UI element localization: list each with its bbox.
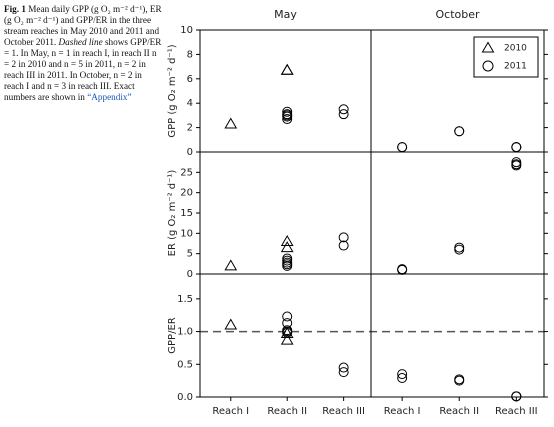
circle-marker — [282, 114, 293, 125]
circle-marker — [397, 142, 408, 153]
circle-marker — [454, 244, 465, 255]
column-title: May — [274, 8, 297, 21]
y-tick-label: 10 — [180, 25, 193, 36]
y-tick-label: 0 — [187, 147, 193, 158]
circle-marker — [397, 373, 408, 384]
y-axis-label: ER (g O₂ m⁻² d⁻¹) — [167, 170, 178, 257]
y-tick-label: 4 — [187, 98, 193, 109]
y-tick-label: 1.0 — [177, 327, 193, 338]
circle-marker — [282, 260, 293, 271]
circle-marker — [282, 106, 293, 117]
y-tick-label: 5 — [187, 249, 193, 260]
caption-label: Fig. 1 — [4, 4, 26, 14]
y-tick-label: 0.0 — [177, 392, 193, 403]
frame — [199, 29, 545, 398]
triangle-marker — [280, 63, 294, 75]
x-tick-label: Reach II — [439, 406, 479, 417]
y-tick-label: 0.5 — [177, 359, 193, 370]
x-tick-label: Reach III — [495, 406, 538, 417]
legend-item: 2010 — [481, 41, 527, 54]
legend-marker — [482, 60, 494, 72]
circle-marker — [454, 126, 465, 137]
y-tick-label: 0 — [187, 269, 193, 280]
circle-marker — [338, 104, 349, 115]
caption-text: Mean daily GPP (g O₂ m⁻² d⁻¹), ER (g O₂ … — [4, 4, 162, 47]
y-axis-label: GPP/ER — [167, 317, 178, 353]
y-tick-label: 25 — [180, 167, 193, 178]
circle-marker — [282, 327, 293, 338]
circle-marker — [454, 242, 465, 253]
circle-marker — [511, 142, 522, 153]
circle-marker — [397, 369, 408, 380]
legend-label: 2010 — [504, 44, 527, 54]
triangle-marker — [224, 318, 238, 330]
x-tick-label: Reach I — [384, 406, 421, 417]
circle-marker — [282, 311, 293, 322]
y-tick-label: 2 — [187, 123, 193, 134]
circle-marker — [282, 111, 293, 122]
y-axis-label: GPP (g O₂ m⁻² d⁻¹) — [167, 44, 178, 137]
circle-marker — [397, 264, 408, 275]
legend-label: 2011 — [504, 62, 527, 72]
circle-marker — [454, 375, 465, 386]
circle-marker — [338, 240, 349, 251]
triangle-marker — [224, 259, 238, 271]
triangle-marker — [280, 63, 294, 75]
caption-text: shows GPP/ER = 1. In May, n = 1 in reach… — [4, 37, 162, 102]
y-tick-label: 15 — [180, 208, 193, 219]
x-tick-label: Reach II — [267, 406, 307, 417]
caption-link[interactable]: “Appendix” — [87, 92, 132, 102]
circle-marker — [338, 367, 349, 378]
y-tick-label: 1.5 — [177, 294, 193, 305]
y-tick-label: 10 — [180, 228, 193, 239]
circle-marker — [338, 232, 349, 243]
caption: Fig. 1 Mean daily GPP (g O₂ m⁻² d⁻¹), ER… — [4, 4, 162, 103]
triangle-marker — [280, 234, 294, 246]
triangle-marker — [224, 117, 238, 129]
column-title: October — [435, 8, 479, 21]
triangle-marker — [280, 333, 294, 345]
y-tick-label: 6 — [187, 74, 193, 85]
legend-item: 2011 — [482, 60, 527, 72]
y-tick-label: 20 — [180, 188, 193, 199]
y-tick-label: 8 — [187, 49, 193, 60]
triangle-marker — [280, 241, 294, 253]
x-tick-label: Reach III — [322, 406, 365, 417]
circle-marker — [397, 264, 408, 275]
caption-emphasis: Dashed line — [58, 37, 103, 47]
circle-marker — [511, 160, 522, 171]
circle-marker — [338, 109, 349, 120]
circle-marker — [338, 362, 349, 373]
x-tick-label: Reach I — [212, 406, 249, 417]
legend-marker — [481, 41, 495, 53]
